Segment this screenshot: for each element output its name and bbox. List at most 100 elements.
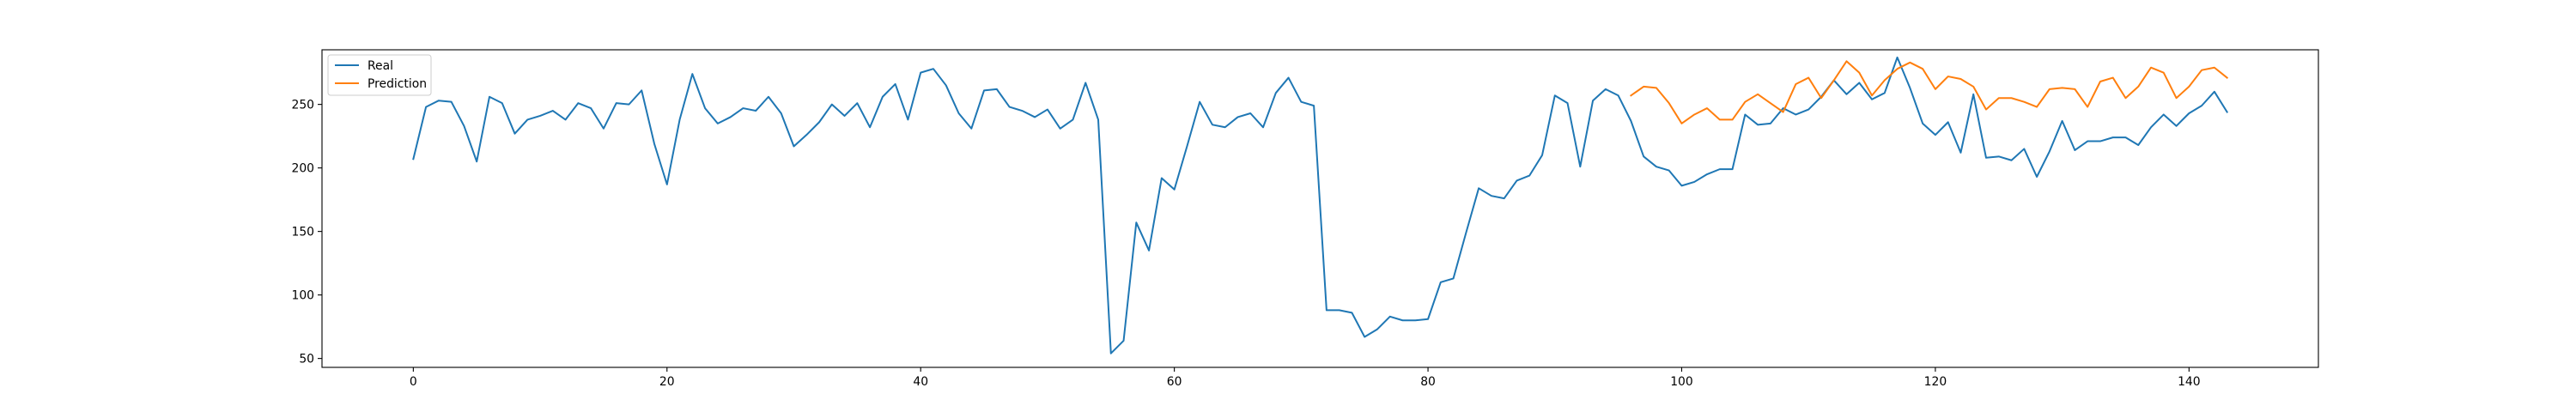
data-point-prediction <box>1973 86 1974 87</box>
series-layer <box>412 56 2229 354</box>
data-point-prediction <box>1719 119 1720 120</box>
data-point-real <box>920 72 921 73</box>
data-point-prediction <box>1745 101 1746 102</box>
data-point-real <box>1237 117 1238 118</box>
data-point-prediction <box>2176 98 2177 99</box>
data-point-prediction <box>1910 62 1911 63</box>
data-point-real <box>730 117 731 118</box>
y-tick-label: 100 <box>291 289 314 303</box>
data-point-prediction <box>2163 72 2164 73</box>
data-point-real <box>413 159 414 160</box>
data-point-prediction <box>2036 106 2037 107</box>
data-point-real <box>501 103 502 104</box>
data-point-real <box>1529 175 1530 176</box>
data-point-real <box>1035 117 1036 118</box>
data-point-real <box>1339 310 1340 311</box>
tick-layer: 0 20 40 60 80 100 120 140 50 100 150 200 250 <box>291 99 2200 389</box>
data-point-real <box>1745 114 1746 115</box>
data-point-real <box>1402 320 1403 321</box>
data-point-real <box>1072 119 1073 120</box>
plot-frame <box>321 49 2319 368</box>
data-point-prediction <box>1643 86 1644 87</box>
data-point-real <box>971 128 972 129</box>
data-point-real <box>806 135 807 136</box>
data-point-prediction <box>2125 98 2126 99</box>
data-point-real <box>1262 127 1263 128</box>
data-point-real <box>844 115 845 116</box>
data-point-real <box>1022 110 1023 111</box>
data-point-real <box>958 112 959 113</box>
data-point-real <box>1998 156 1999 157</box>
data-point-real <box>1123 340 1124 341</box>
data-point-real <box>1136 222 1137 223</box>
data-point-real <box>591 107 592 108</box>
data-point-real <box>2062 120 2063 121</box>
data-point-real <box>1326 310 1327 311</box>
data-point-prediction <box>1681 123 1682 124</box>
data-point-real <box>1389 316 1390 317</box>
data-point-real <box>870 127 871 128</box>
data-point-real <box>1758 124 1759 125</box>
data-point-real <box>565 119 566 120</box>
data-point-prediction <box>1668 103 1669 104</box>
data-point-real <box>1301 101 1302 102</box>
data-point-real <box>1795 114 1796 115</box>
data-point-prediction <box>2189 86 2190 87</box>
data-point-real <box>1947 122 1948 123</box>
data-point-prediction <box>1871 95 1872 96</box>
data-point-real <box>1288 77 1289 78</box>
data-point-real <box>793 146 794 147</box>
data-point-prediction <box>1960 78 1961 79</box>
data-point-real <box>1516 180 1517 181</box>
data-point-real <box>2036 176 2037 177</box>
data-point-real <box>1554 95 1555 96</box>
data-point-prediction <box>1808 77 1809 78</box>
data-point-real <box>1681 185 1682 186</box>
data-point-real <box>1174 189 1175 190</box>
data-point-real <box>1719 169 1720 170</box>
data-point-real <box>1871 99 1872 100</box>
data-point-real <box>1897 57 1898 58</box>
data-point-real <box>539 115 540 116</box>
data-point-prediction <box>2099 81 2100 82</box>
data-point-real <box>983 90 984 91</box>
data-point-real <box>1148 250 1149 251</box>
data-point-real <box>1453 278 1454 279</box>
data-point-prediction <box>2087 106 2088 107</box>
data-point-prediction <box>2138 86 2139 87</box>
data-point-real <box>1859 82 1860 83</box>
data-point-real <box>1161 178 1162 179</box>
x-tick-label: 120 <box>1924 375 1947 389</box>
data-point-real <box>1605 88 1606 89</box>
data-point-real <box>1427 318 1428 319</box>
data-point-real <box>2099 141 2100 142</box>
data-point-prediction <box>1998 98 1999 99</box>
data-point-real <box>1985 157 1986 158</box>
data-point-real <box>666 184 667 185</box>
data-point-real <box>2176 125 2177 126</box>
x-tick-label: 0 <box>410 375 417 389</box>
data-point-real <box>603 128 604 129</box>
data-point-prediction <box>1820 98 1821 99</box>
data-point-real <box>1567 103 1568 104</box>
data-point-real <box>1706 173 1707 174</box>
data-point-real <box>2049 151 2050 152</box>
data-point-prediction <box>1706 107 1707 108</box>
data-point-real <box>717 123 718 124</box>
data-point-real <box>1275 93 1276 94</box>
legend: Real Prediction <box>327 54 432 96</box>
data-point-real <box>2125 137 2126 138</box>
x-tick-label: 40 <box>913 375 928 389</box>
data-point-prediction <box>2049 88 2050 89</box>
x-tick-label: 140 <box>2178 375 2201 389</box>
data-point-real <box>527 119 528 120</box>
data-point-real <box>1884 93 1885 94</box>
data-point-real <box>1415 320 1416 321</box>
y-tick-label: 200 <box>291 162 314 176</box>
data-point-real <box>1110 353 1111 354</box>
data-point-real <box>616 103 617 104</box>
data-point-real <box>2011 160 2012 161</box>
data-point-real <box>1668 170 1669 171</box>
x-tick-label: 20 <box>659 375 675 389</box>
data-point-real <box>2112 137 2113 138</box>
